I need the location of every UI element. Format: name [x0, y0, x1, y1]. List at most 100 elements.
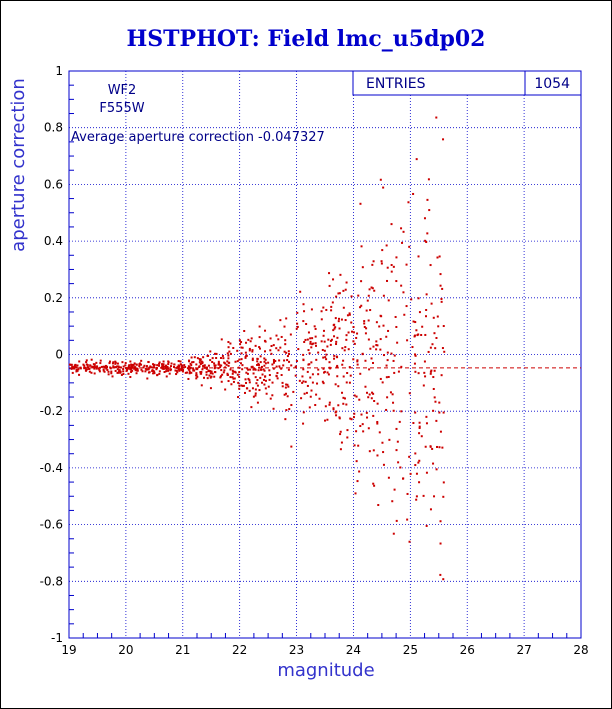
data-point	[259, 376, 262, 379]
data-point	[88, 370, 91, 373]
data-point	[435, 468, 438, 471]
data-point	[105, 366, 108, 369]
data-point	[314, 344, 317, 347]
data-point	[269, 349, 272, 352]
data-point	[359, 306, 362, 309]
data-point	[225, 363, 228, 366]
x-tick-label: 25	[403, 643, 418, 657]
data-point	[324, 356, 327, 359]
data-point	[398, 420, 401, 423]
data-point	[410, 298, 413, 301]
data-point	[426, 198, 429, 201]
data-point	[347, 331, 350, 334]
data-point	[231, 369, 234, 372]
x-tick-label: 23	[289, 643, 304, 657]
x-tick-labels: 19 20 21 22 23 24 25 26 27 28	[61, 643, 588, 657]
data-point	[301, 381, 304, 384]
y-tick-label: 0.6	[44, 177, 63, 191]
x-tick-label: 20	[118, 643, 133, 657]
data-point	[180, 369, 183, 372]
data-point	[341, 391, 344, 394]
data-point	[108, 362, 111, 365]
data-point	[188, 370, 191, 373]
data-point	[394, 315, 397, 318]
data-point	[338, 416, 341, 419]
data-point	[71, 365, 74, 368]
data-point	[237, 381, 240, 384]
data-point	[334, 326, 337, 329]
data-point	[411, 346, 414, 349]
x-tick-label: 22	[232, 643, 247, 657]
data-point	[415, 472, 418, 475]
data-point	[275, 347, 278, 350]
data-point	[350, 418, 353, 421]
data-point	[258, 366, 261, 369]
data-point	[119, 371, 122, 374]
data-point	[392, 532, 395, 535]
data-point	[191, 361, 194, 364]
data-point	[236, 373, 239, 376]
data-point	[210, 370, 213, 373]
data-point	[360, 413, 363, 416]
data-point	[85, 369, 88, 372]
data-point	[390, 352, 393, 355]
stats-entries-value: 1054	[534, 76, 570, 92]
data-point	[387, 299, 390, 302]
data-point	[285, 392, 288, 395]
data-point	[190, 371, 193, 374]
data-point	[118, 366, 121, 369]
data-point	[328, 272, 331, 275]
data-point	[442, 578, 445, 581]
data-point	[111, 362, 114, 365]
data-point	[93, 365, 96, 368]
data-point	[354, 492, 357, 495]
data-point	[359, 202, 362, 205]
data-point	[323, 340, 326, 343]
data-point	[93, 372, 96, 375]
data-point	[249, 340, 252, 343]
data-point	[200, 384, 203, 387]
data-point	[322, 334, 325, 337]
data-point	[245, 341, 248, 344]
data-point	[320, 310, 323, 313]
data-point	[368, 393, 371, 396]
data-point	[241, 368, 244, 371]
data-point	[435, 116, 438, 119]
data-point	[302, 380, 305, 383]
data-point	[167, 369, 170, 372]
y-tick-labels: -1 -0.8 -0.6 -0.4 -0.2 0 0.2 0.4 0.6 0.8 1	[40, 64, 63, 645]
data-point	[372, 449, 375, 452]
data-point	[376, 454, 379, 457]
data-point	[260, 365, 263, 368]
data-point	[213, 366, 216, 369]
data-point	[333, 357, 336, 360]
data-point	[372, 260, 375, 263]
data-point	[332, 278, 335, 281]
data-point	[256, 363, 259, 366]
data-point	[180, 367, 183, 370]
data-point	[284, 339, 287, 342]
data-point	[429, 445, 432, 448]
data-point	[95, 361, 98, 364]
data-point	[333, 335, 336, 338]
data-point	[301, 375, 304, 378]
data-point	[220, 380, 223, 383]
data-point	[348, 381, 351, 384]
data-point	[285, 383, 288, 386]
data-point	[326, 371, 329, 374]
data-point	[75, 368, 78, 371]
data-point	[102, 368, 105, 371]
data-point	[440, 297, 443, 300]
data-point	[162, 363, 165, 366]
data-point	[119, 366, 122, 369]
data-point	[346, 314, 349, 317]
data-point	[156, 364, 159, 367]
data-point	[370, 357, 373, 360]
data-point	[338, 327, 341, 330]
data-point	[334, 383, 337, 386]
data-point	[442, 325, 445, 328]
data-point	[207, 369, 210, 372]
data-point	[389, 391, 392, 394]
data-point	[248, 389, 251, 392]
data-point	[209, 370, 212, 373]
